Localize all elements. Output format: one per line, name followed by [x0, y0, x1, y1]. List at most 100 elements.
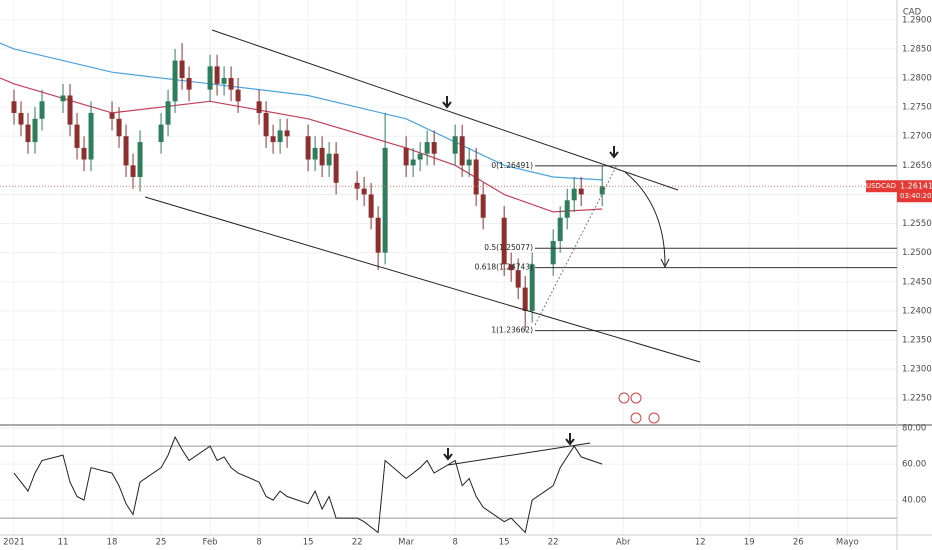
candle-body	[277, 130, 283, 143]
price-tag	[897, 180, 932, 203]
y-tick-label: 1.23000	[902, 365, 932, 375]
candle-body	[522, 287, 528, 311]
candle-body	[158, 124, 164, 143]
event-icon	[648, 412, 660, 424]
x-tick-label: 26	[793, 538, 804, 548]
candle-body	[123, 136, 129, 166]
marker-arrow	[443, 448, 453, 461]
candle-body	[571, 188, 577, 201]
candle-body	[60, 95, 66, 102]
symbol-label: USDCAD	[866, 182, 896, 190]
x-tick-label: Abr	[616, 538, 631, 548]
y-tick-label: 60.00	[902, 460, 926, 470]
candle-body	[256, 101, 262, 113]
fib-label: 0.5(1.25077)	[484, 243, 533, 252]
fib-label: 1(1.23662)	[491, 326, 533, 335]
y-tick-label: 40.00	[902, 496, 926, 506]
y-tick-label: 1.26500	[902, 161, 932, 171]
y-tick-label: 1.23500	[902, 336, 932, 346]
candle-body	[403, 147, 409, 166]
x-tick-label: 19	[744, 538, 755, 548]
x-tick-label: Mayo	[836, 538, 859, 548]
candle-body	[354, 182, 360, 189]
channel-lower	[144, 196, 701, 363]
candle-body	[284, 130, 290, 137]
candle-body	[368, 194, 374, 218]
candle-body	[361, 188, 367, 195]
y-tick-label: 1.24000	[902, 306, 932, 316]
candle-body	[11, 101, 17, 113]
candle-body	[116, 118, 122, 137]
candle-body	[81, 147, 87, 160]
drawings	[144, 29, 701, 466]
event-icon	[630, 412, 642, 424]
x-tick-label: 22	[352, 538, 363, 548]
countdown-label: 03:40:20	[900, 192, 931, 200]
candle-body	[235, 89, 241, 102]
candle-body	[508, 264, 514, 271]
symbol-tag	[866, 180, 897, 193]
y-tick-label: 1.27000	[902, 132, 932, 142]
x-tick-label: 8	[452, 538, 457, 548]
candle-body	[417, 153, 423, 160]
candle-body	[319, 147, 325, 166]
candle-body	[109, 112, 115, 119]
x-tick-label: 2021	[3, 538, 25, 548]
x-tick-label: Mar	[398, 538, 415, 548]
candle-body	[326, 153, 332, 166]
y-tick-label: 1.24500	[902, 277, 932, 287]
candle-body	[557, 217, 563, 242]
x-tick-label: 15	[303, 538, 314, 548]
candle-body	[473, 159, 479, 195]
candle-body	[137, 142, 143, 177]
x-tick-label: 25	[156, 538, 167, 548]
plot: 0(1.26491) 0.5(1.25077) 0.618(1.24743) 1(1.…	[0, 42, 897, 534]
currency-label: CAD	[903, 8, 922, 18]
y-tick-label: 80.00	[902, 424, 926, 434]
event-icon	[630, 392, 642, 404]
candle-body	[228, 78, 234, 90]
rsi-line	[13, 435, 603, 534]
arrow-head	[660, 258, 670, 269]
candle-body	[74, 124, 80, 148]
candle-body	[207, 66, 213, 90]
projection-arrow	[624, 171, 666, 266]
candle-body	[410, 159, 416, 166]
candle-body	[88, 112, 94, 160]
candle-body	[130, 165, 136, 177]
candle-body	[18, 112, 24, 125]
candle-body	[214, 66, 220, 84]
y-tick-label: 1.25500	[902, 219, 932, 229]
x-tick-label: 15	[499, 538, 510, 548]
candle-body	[452, 136, 458, 154]
candle-body	[32, 118, 38, 143]
candle-body	[550, 241, 556, 265]
y-tick-label: 1.22500	[902, 394, 932, 404]
candle-body	[179, 60, 185, 79]
candle-body	[480, 194, 486, 218]
x-tick-label: 11	[58, 538, 69, 548]
moving-average	[0, 42, 603, 181]
candle-body	[263, 112, 269, 137]
candle-body	[270, 136, 276, 143]
rsi-trendline	[447, 442, 591, 466]
candle-body	[305, 136, 311, 160]
y-tick-label: 1.27500	[902, 103, 932, 113]
candle-body	[564, 200, 570, 218]
candle-body	[466, 159, 472, 166]
candle-body	[459, 136, 465, 166]
y-tick-label: 1.28000	[902, 74, 932, 84]
event-icon	[618, 392, 630, 404]
candle-body	[424, 142, 430, 154]
candle-body	[529, 264, 535, 311]
candle-body	[501, 217, 507, 265]
marker-arrow	[565, 433, 575, 446]
candle-body	[221, 78, 227, 84]
candle-body	[67, 95, 73, 125]
channel-upper	[211, 29, 679, 191]
x-tick-label: 18	[107, 538, 118, 548]
y-tick-label: 1.28500	[902, 44, 932, 54]
